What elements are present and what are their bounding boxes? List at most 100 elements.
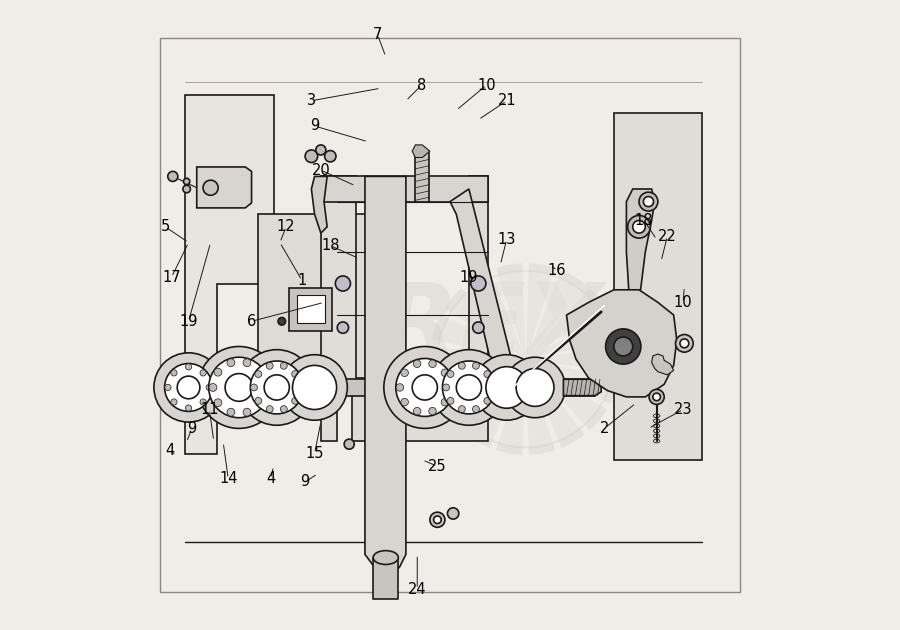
Circle shape xyxy=(183,185,191,193)
Circle shape xyxy=(256,399,264,407)
Wedge shape xyxy=(496,359,526,455)
Circle shape xyxy=(336,276,350,291)
Circle shape xyxy=(450,369,488,406)
Circle shape xyxy=(431,350,507,425)
Circle shape xyxy=(255,398,262,404)
Circle shape xyxy=(227,359,235,367)
Text: 24: 24 xyxy=(408,581,427,597)
Text: 9: 9 xyxy=(187,421,196,436)
Circle shape xyxy=(680,339,688,348)
Polygon shape xyxy=(311,176,328,233)
Circle shape xyxy=(250,361,303,414)
Text: 11: 11 xyxy=(200,402,219,417)
Circle shape xyxy=(185,405,192,411)
Ellipse shape xyxy=(374,551,399,564)
Circle shape xyxy=(223,356,286,419)
Polygon shape xyxy=(450,189,519,403)
Text: 12: 12 xyxy=(277,219,295,234)
Text: 19: 19 xyxy=(460,270,478,285)
Bar xyxy=(416,151,429,202)
Circle shape xyxy=(644,197,653,207)
Circle shape xyxy=(434,516,441,524)
Circle shape xyxy=(649,389,664,404)
Circle shape xyxy=(458,362,465,369)
Circle shape xyxy=(266,406,274,413)
Polygon shape xyxy=(197,167,252,208)
Circle shape xyxy=(447,398,454,404)
Circle shape xyxy=(198,346,280,428)
Circle shape xyxy=(396,384,403,391)
Bar xyxy=(374,558,399,598)
Circle shape xyxy=(239,350,315,425)
Circle shape xyxy=(471,276,486,291)
Circle shape xyxy=(292,398,299,404)
Circle shape xyxy=(517,369,554,406)
Circle shape xyxy=(257,369,296,406)
Polygon shape xyxy=(412,145,430,158)
Circle shape xyxy=(441,398,449,406)
Circle shape xyxy=(165,384,171,391)
Polygon shape xyxy=(626,189,655,315)
Polygon shape xyxy=(185,94,274,454)
Circle shape xyxy=(217,365,261,410)
Circle shape xyxy=(206,384,212,391)
Circle shape xyxy=(456,375,482,400)
Circle shape xyxy=(305,150,318,163)
Text: 6: 6 xyxy=(247,314,256,329)
Circle shape xyxy=(280,406,287,413)
Text: 4: 4 xyxy=(266,471,275,486)
Text: 8: 8 xyxy=(417,77,427,93)
Circle shape xyxy=(171,370,206,404)
Circle shape xyxy=(250,384,257,391)
Circle shape xyxy=(384,346,466,428)
Polygon shape xyxy=(652,354,673,375)
Text: 22: 22 xyxy=(658,229,677,244)
Text: 15: 15 xyxy=(305,446,324,461)
Circle shape xyxy=(400,398,409,406)
Circle shape xyxy=(200,370,206,376)
Text: 19: 19 xyxy=(179,314,198,329)
Text: 18: 18 xyxy=(634,213,653,228)
Circle shape xyxy=(214,368,221,376)
Wedge shape xyxy=(526,359,555,455)
Text: 9: 9 xyxy=(310,118,320,134)
Polygon shape xyxy=(365,176,406,580)
Bar xyxy=(290,288,332,331)
Wedge shape xyxy=(526,288,607,359)
Circle shape xyxy=(177,376,200,399)
Wedge shape xyxy=(496,263,526,359)
Circle shape xyxy=(443,361,495,414)
Text: OREX: OREX xyxy=(296,279,604,376)
Text: 10: 10 xyxy=(674,295,692,310)
Polygon shape xyxy=(563,379,601,396)
Circle shape xyxy=(486,367,527,408)
Polygon shape xyxy=(614,113,702,460)
Wedge shape xyxy=(526,314,619,359)
Circle shape xyxy=(171,370,177,376)
Circle shape xyxy=(447,508,459,519)
Circle shape xyxy=(639,192,658,211)
Circle shape xyxy=(627,215,651,238)
Circle shape xyxy=(256,368,264,376)
Circle shape xyxy=(184,178,190,185)
Text: 5: 5 xyxy=(160,219,170,234)
Circle shape xyxy=(633,220,645,233)
Circle shape xyxy=(292,370,299,377)
Text: 20: 20 xyxy=(311,163,330,178)
Text: 25: 25 xyxy=(428,459,446,474)
Wedge shape xyxy=(526,263,555,359)
Circle shape xyxy=(243,359,251,367)
Circle shape xyxy=(404,367,446,408)
Circle shape xyxy=(488,384,495,391)
Circle shape xyxy=(396,358,454,416)
Wedge shape xyxy=(430,346,526,372)
Text: 13: 13 xyxy=(498,232,516,247)
Circle shape xyxy=(235,367,274,408)
Wedge shape xyxy=(432,314,526,359)
Text: 18: 18 xyxy=(321,238,339,253)
Wedge shape xyxy=(466,270,526,359)
Circle shape xyxy=(316,145,326,155)
Circle shape xyxy=(606,329,641,364)
Circle shape xyxy=(437,271,614,447)
Circle shape xyxy=(472,362,480,369)
